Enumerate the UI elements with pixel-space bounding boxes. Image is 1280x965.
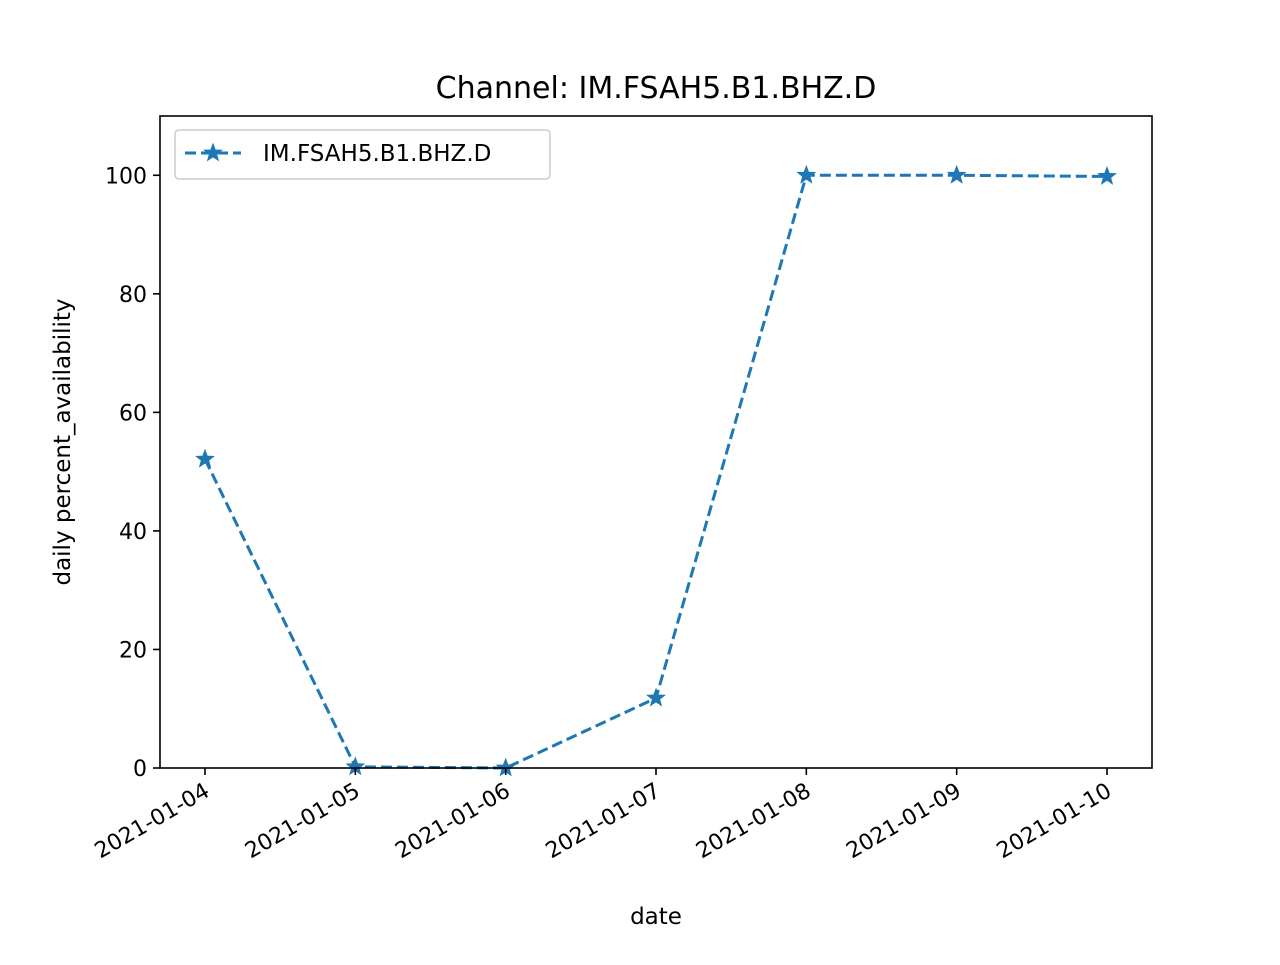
x-tick-label: 2021-01-09 — [842, 779, 965, 865]
chart-title: Channel: IM.FSAH5.B1.BHZ.D — [436, 71, 877, 106]
x-tick-label: 2021-01-04 — [91, 779, 214, 865]
y-tick-label: 60 — [119, 401, 147, 426]
y-tick-label: 20 — [119, 638, 147, 663]
x-axis-label: date — [630, 904, 682, 930]
x-tick-label: 2021-01-06 — [391, 779, 514, 865]
y-tick-label: 0 — [133, 757, 147, 782]
data-point-marker — [946, 164, 967, 184]
plot-background — [160, 116, 1152, 768]
x-tick-label: 2021-01-05 — [241, 779, 364, 865]
plot-area — [159, 115, 1153, 777]
data-point-marker — [796, 164, 817, 184]
x-tick-label: 2021-01-10 — [993, 779, 1116, 865]
legend-marker-icon — [203, 142, 223, 162]
x-tick-label: 2021-01-08 — [692, 779, 815, 865]
y-tick-label: 40 — [119, 520, 147, 545]
legend-marker-holder — [203, 142, 223, 162]
x-axis: 2021-01-04 2021-01-05 2021-01-06 2021-01-07… — [91, 768, 1116, 864]
y-axis-label: daily percent_availability — [50, 298, 76, 585]
legend: IM.FSAH5.B1.BHZ.D — [174, 129, 551, 180]
data-point-marker — [1097, 166, 1117, 185]
series-layer — [195, 164, 1117, 777]
x-tick-label: 2021-01-07 — [542, 779, 665, 865]
legend-box — [174, 129, 551, 180]
y-tick-label: 100 — [105, 164, 147, 189]
y-tick-label: 80 — [119, 283, 147, 308]
y-axis: 0 20 40 60 80 100 — [105, 164, 160, 782]
data-point-marker — [646, 687, 666, 707]
data-point-marker — [195, 448, 215, 468]
legend-entry-label: IM.FSAH5.B1.BHZ.D — [263, 141, 491, 167]
